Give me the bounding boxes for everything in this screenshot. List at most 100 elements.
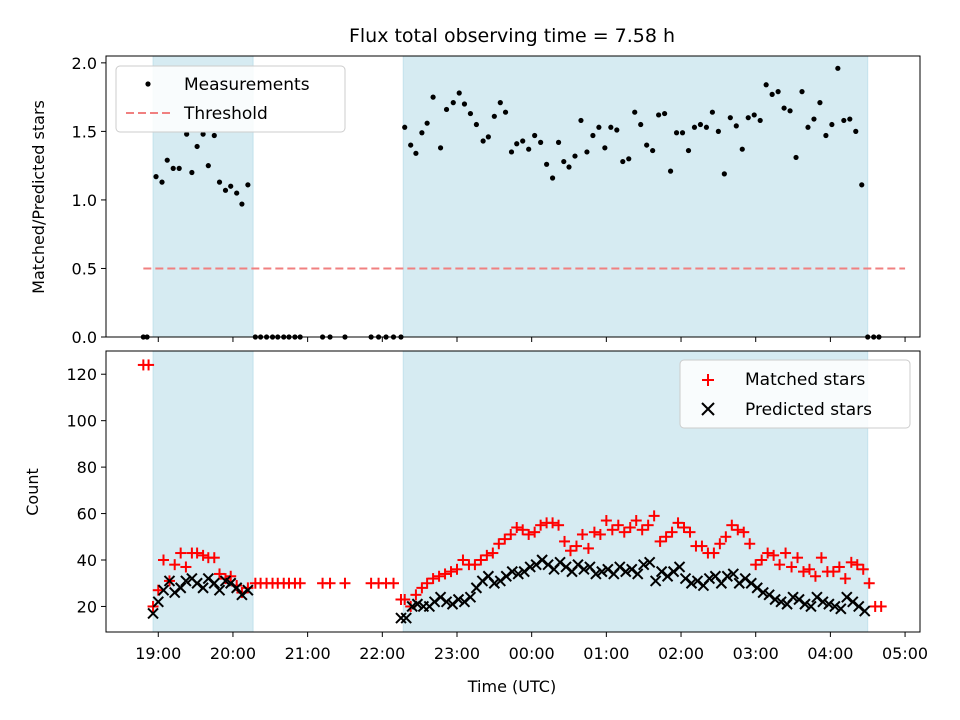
legend-measurements-marker xyxy=(145,81,151,87)
measurement-point xyxy=(170,165,176,171)
predicted-star-point xyxy=(685,577,698,589)
matched-star-point xyxy=(143,359,155,371)
measurement-point xyxy=(153,174,159,180)
measurement-point xyxy=(245,182,251,188)
measurement-point xyxy=(745,115,751,121)
predicted-star-point xyxy=(242,584,254,596)
measurements-series xyxy=(140,65,882,340)
measurement-point xyxy=(769,91,775,97)
predicted-star-point xyxy=(464,591,477,603)
measurement-point xyxy=(685,147,692,154)
measurement-point xyxy=(239,201,245,207)
predicted-star-point xyxy=(152,596,164,608)
matched-star-point xyxy=(684,526,696,538)
matched-star-point xyxy=(678,521,690,533)
measurement-point xyxy=(211,132,217,139)
matched-star-point xyxy=(457,554,469,566)
bottom-legend: Matched stars Predicted stars xyxy=(679,359,911,429)
measurement-point xyxy=(602,145,608,151)
measurement-point xyxy=(667,168,674,174)
predicted-star-point xyxy=(395,612,407,624)
matched-star-point xyxy=(208,552,220,564)
predicted-star-point xyxy=(506,565,518,578)
measurement-point xyxy=(159,179,165,185)
top-x-ticks xyxy=(157,337,906,342)
measurement-point xyxy=(703,124,710,130)
measurement-point xyxy=(205,163,211,169)
matched-star-point xyxy=(445,566,457,578)
matched-star-point xyxy=(588,526,600,538)
measurement-point xyxy=(194,143,200,150)
matched-star-point xyxy=(833,561,845,573)
measurement-point xyxy=(626,156,632,162)
matched-star-point xyxy=(594,528,606,540)
measurement-point xyxy=(508,149,515,155)
matched-star-point xyxy=(792,552,804,564)
matched-star-point xyxy=(630,515,642,527)
matched-star-point xyxy=(499,533,511,545)
measurement-point xyxy=(757,117,763,124)
xtick-label: 01:00 xyxy=(583,644,629,663)
predicted-star-point xyxy=(787,591,799,603)
matched-star-point xyxy=(433,570,445,582)
xtick-label: 23:00 xyxy=(434,644,480,663)
top-ytick-label: 0.5 xyxy=(72,259,97,278)
predicted-star-point xyxy=(817,596,829,608)
measurement-point xyxy=(200,131,206,137)
matched-star-point xyxy=(768,549,780,561)
measurement-point xyxy=(566,164,572,170)
matched-star-point xyxy=(839,573,851,585)
matched-star-point xyxy=(191,547,203,559)
predicted-star-point xyxy=(727,568,740,580)
measurement-point xyxy=(480,138,486,144)
measurement-point xyxy=(751,112,757,118)
measurement-point xyxy=(763,82,769,88)
legend-matched-marker xyxy=(702,374,714,386)
matched-star-point xyxy=(152,584,164,596)
measurement-point xyxy=(781,105,787,111)
predicted-star-point xyxy=(174,582,187,594)
predicted-star-point xyxy=(859,605,871,617)
xtick-label: 04:00 xyxy=(807,644,853,663)
matched-star-point xyxy=(487,547,499,559)
predicted-star-point xyxy=(632,568,644,580)
matched-star-point xyxy=(642,519,654,531)
measurement-point xyxy=(424,120,430,126)
matched-star-point xyxy=(827,566,839,578)
measurement-point xyxy=(590,132,596,139)
measurement-point xyxy=(620,158,626,165)
predicted-star-point xyxy=(208,577,220,589)
predicted-star-point xyxy=(673,561,686,573)
xtick-label: 00:00 xyxy=(509,644,555,663)
matched-star-point xyxy=(606,524,618,536)
measurement-point xyxy=(841,117,847,124)
predicted-star-point xyxy=(213,584,226,596)
matched-star-point xyxy=(576,528,588,540)
predicted-star-point xyxy=(757,586,769,599)
measurement-point xyxy=(561,158,567,165)
measurement-point xyxy=(222,187,229,193)
matched-star-point xyxy=(214,568,226,580)
measurement-point xyxy=(555,139,562,145)
matched-star-point xyxy=(809,570,821,582)
matched-star-point xyxy=(744,538,756,550)
measurement-point xyxy=(520,138,526,144)
shaded-interval-1 xyxy=(402,55,869,338)
xtick-label: 03:00 xyxy=(733,644,779,663)
matched-star-point xyxy=(786,561,798,573)
matched-star-point xyxy=(535,519,547,531)
matched-star-point xyxy=(672,517,684,529)
predicted-star-point xyxy=(157,584,170,596)
xtick-label: 21:00 xyxy=(285,644,331,663)
measurement-point xyxy=(402,124,408,130)
measurement-point xyxy=(715,128,721,134)
matched-star-point xyxy=(570,540,582,552)
matched-star-point xyxy=(475,554,487,566)
predicted-star-point xyxy=(823,598,835,610)
xtick-label: 02:00 xyxy=(658,644,704,663)
matched-star-point xyxy=(481,549,493,561)
bottom-panel-counts: 20 40 60 80 100 120 19:00 20:00 21:00 22:00 23:00… xyxy=(23,350,928,696)
xtick-label: 20:00 xyxy=(210,644,256,663)
predicted-star-point xyxy=(596,565,608,578)
bottom-ytick-label: 120 xyxy=(66,365,97,384)
